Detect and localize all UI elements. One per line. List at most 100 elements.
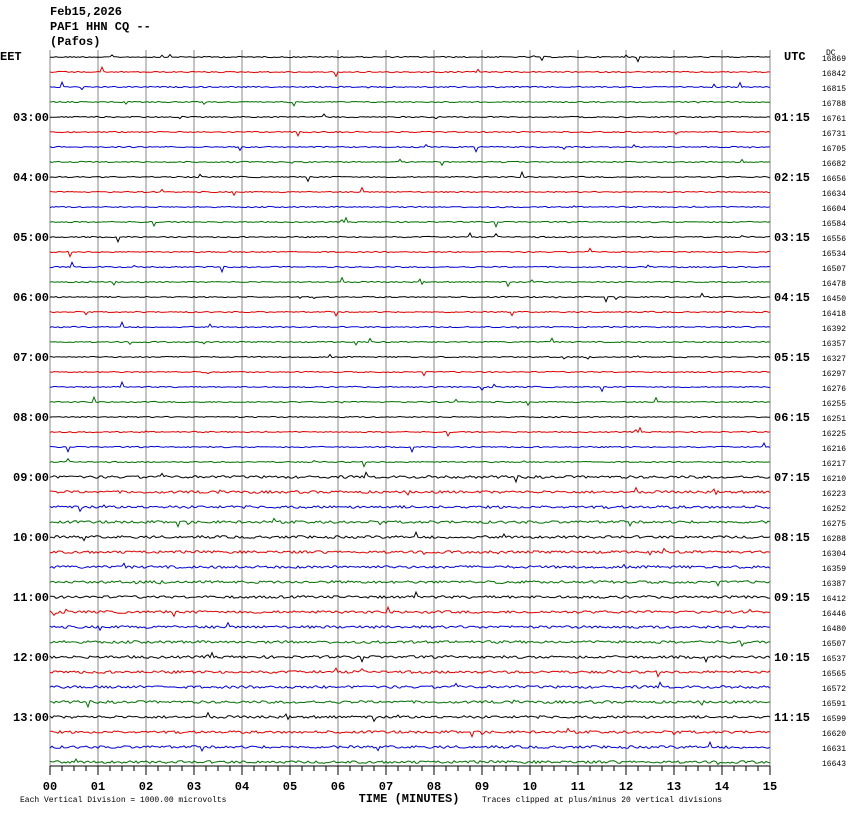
trace — [49, 442, 771, 454]
x-tick-label: 06 — [331, 780, 345, 794]
eet-label: 04:00 — [13, 171, 49, 185]
trace — [49, 504, 771, 513]
utc-label: 11:15 — [774, 711, 810, 725]
eet-label: 05:00 — [13, 231, 49, 245]
utc-label: 07:15 — [774, 471, 810, 485]
trace — [50, 53, 771, 63]
trace — [49, 337, 771, 346]
dc-value: 16815 — [822, 85, 846, 94]
dc-value: 16216 — [822, 445, 846, 454]
dc-value: 16446 — [822, 610, 846, 619]
trace — [49, 426, 771, 438]
x-tick-label: 09 — [475, 780, 489, 794]
trace — [49, 143, 771, 153]
trace — [50, 590, 770, 599]
utc-label: 05:15 — [774, 351, 810, 365]
left-zone: EET — [0, 50, 22, 64]
trace — [49, 579, 771, 587]
x-tick-label: 15 — [763, 780, 777, 794]
x-tick-label: 10 — [523, 780, 537, 794]
dc-value: 16634 — [822, 190, 846, 199]
eet-label: 07:00 — [13, 351, 49, 365]
trace — [49, 320, 771, 329]
dc-value: 16656 — [822, 175, 846, 184]
utc-label: 09:15 — [774, 591, 810, 605]
x-tick-label: 07 — [379, 780, 393, 794]
dc-value: 16604 — [822, 205, 846, 214]
eet-label: 10:00 — [13, 531, 49, 545]
dc-label: DC — [826, 49, 836, 58]
trace — [49, 395, 771, 407]
dc-value: 16392 — [822, 325, 846, 334]
dc-value: 16210 — [822, 475, 846, 484]
dc-value: 16217 — [822, 460, 846, 469]
dc-value: 16418 — [822, 310, 846, 319]
dc-value: 16450 — [822, 295, 846, 304]
trace — [49, 547, 771, 556]
trace — [49, 370, 771, 377]
dc-value: 16731 — [822, 130, 846, 139]
dc-value: 16357 — [822, 340, 846, 349]
x-tick-label: 03 — [187, 780, 201, 794]
utc-label: 03:15 — [774, 231, 810, 245]
scale-note: Each Vertical Division = 1000.00 microvo… — [20, 796, 227, 805]
utc-label: 08:15 — [774, 531, 810, 545]
trace — [49, 758, 771, 766]
x-tick-label: 11 — [571, 780, 585, 794]
dc-value: 16288 — [822, 535, 846, 544]
eet-label: 11:00 — [13, 591, 49, 605]
utc-label: 10:15 — [774, 651, 810, 665]
dc-value: 16705 — [822, 145, 846, 154]
x-tick-label: 01 — [91, 780, 105, 794]
dc-value: 16631 — [822, 745, 846, 754]
dc-value: 16507 — [822, 640, 846, 649]
eet-label: 03:00 — [13, 111, 49, 125]
trace — [49, 517, 771, 529]
trace — [49, 216, 771, 228]
header-line: (Pafos) — [50, 35, 100, 49]
eet-label: 13:00 — [13, 711, 49, 725]
dc-value: 16537 — [822, 655, 846, 664]
dc-value: 16869 — [822, 55, 846, 64]
clip-note: Traces clipped at plus/minus 20 vertical… — [482, 796, 722, 805]
x-axis-title: TIME (MINUTES) — [359, 792, 460, 806]
utc-label: 06:15 — [774, 411, 810, 425]
dc-value: 16572 — [822, 685, 846, 694]
trace — [49, 261, 771, 274]
dc-value: 16252 — [822, 505, 846, 514]
eet-label: 12:00 — [13, 651, 49, 665]
trace — [49, 247, 771, 258]
trace — [49, 310, 771, 318]
x-tick-label: 08 — [427, 780, 441, 794]
trace — [49, 380, 771, 393]
trace — [49, 353, 771, 360]
eet-label: 09:00 — [13, 471, 49, 485]
dc-value: 16223 — [822, 490, 846, 499]
dc-value: 16761 — [822, 115, 846, 124]
trace — [49, 186, 771, 197]
trace — [49, 130, 771, 137]
trace — [49, 100, 771, 107]
trace — [49, 711, 771, 723]
dc-value: 16565 — [822, 670, 846, 679]
dc-value: 16327 — [822, 355, 846, 364]
trace — [49, 699, 771, 709]
dc-value: 16412 — [822, 595, 846, 604]
utc-label: 01:15 — [774, 111, 810, 125]
dc-value: 16620 — [822, 730, 846, 739]
eet-label: 06:00 — [13, 291, 49, 305]
eet-label: 08:00 — [13, 411, 49, 425]
dc-value: 16276 — [822, 385, 846, 394]
dc-value: 16297 — [822, 370, 846, 379]
dc-value: 16304 — [822, 550, 846, 559]
header-line: Feb15,2026 — [50, 5, 122, 19]
x-tick-label: 05 — [283, 780, 297, 794]
utc-label: 02:15 — [774, 171, 810, 185]
utc-label: 04:15 — [774, 291, 810, 305]
dc-value: 16255 — [822, 400, 846, 409]
dc-value: 16534 — [822, 250, 846, 259]
trace — [49, 457, 771, 468]
trace — [49, 276, 771, 288]
x-tick-label: 02 — [139, 780, 153, 794]
